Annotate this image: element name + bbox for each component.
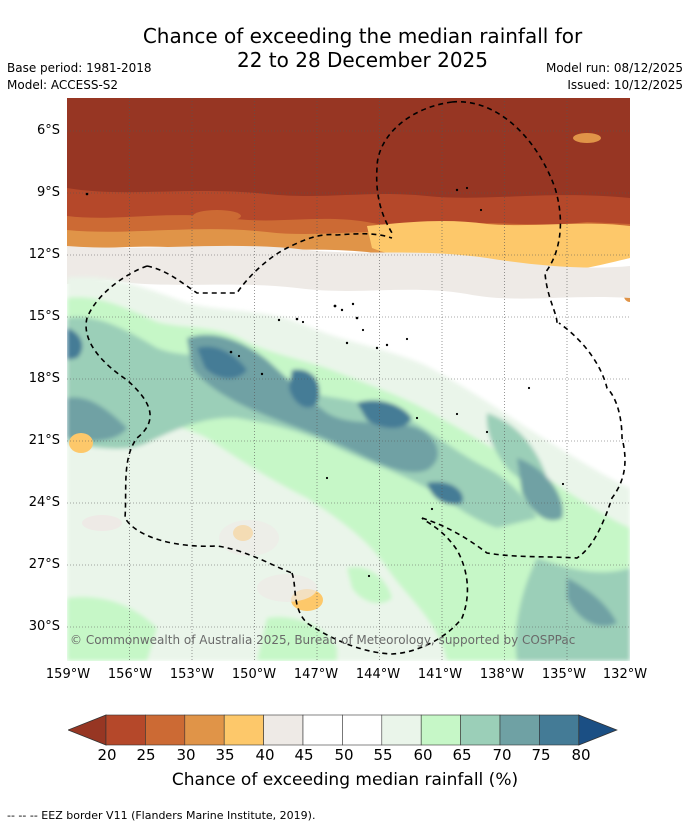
colorbar-segment bbox=[499, 714, 540, 746]
lon-label-150w: 150°W bbox=[231, 667, 277, 682]
dry-spots bbox=[69, 433, 323, 611]
lon-label-156w: 156°W bbox=[107, 667, 153, 682]
colorbar-label: Chance of exceeding median rainfall (%) bbox=[171, 770, 519, 790]
graticule bbox=[67, 98, 630, 661]
colorbar-tick: 75 bbox=[531, 746, 551, 764]
colorbar-tick: 70 bbox=[492, 746, 512, 764]
colorbar-segment bbox=[184, 714, 225, 746]
lat-label-24s: 24°S bbox=[28, 495, 60, 510]
lon-label-147w: 147°W bbox=[293, 667, 339, 682]
lon-label-144w: 144°W bbox=[355, 667, 401, 682]
lat-label-12s: 12°S bbox=[28, 247, 60, 262]
colorbar-tick: 50 bbox=[334, 746, 354, 764]
lon-label-153w: 153°W bbox=[169, 667, 215, 682]
map-title: Chance of exceeding the median rainfall … bbox=[0, 24, 690, 72]
colorbar-extend-low bbox=[68, 714, 107, 746]
dry-band bbox=[67, 98, 630, 302]
colorbar-segment bbox=[460, 714, 501, 746]
lon-label-159w: 159°W bbox=[45, 667, 91, 682]
issued-date: Issued: 10/12/2025 bbox=[567, 78, 683, 92]
lat-label-27s: 27°S bbox=[28, 557, 60, 572]
colorbar-tick: 20 bbox=[97, 746, 117, 764]
colorbar-segment bbox=[263, 714, 304, 746]
colorbar-segment bbox=[342, 714, 383, 746]
colorbar-segment bbox=[381, 714, 422, 746]
colorbar-tick: 65 bbox=[452, 746, 472, 764]
colorbar-tick: 30 bbox=[176, 746, 196, 764]
copyright-notice: © Commonwealth of Australia 2025, Bureau… bbox=[70, 633, 576, 647]
lat-label-18s: 18°S bbox=[28, 371, 60, 386]
colorbar-segment bbox=[302, 714, 343, 746]
colorbar-tick: 80 bbox=[571, 746, 591, 764]
colorbar bbox=[68, 714, 618, 746]
lat-label-15s: 15°S bbox=[28, 309, 60, 324]
lon-label-135w: 135°W bbox=[541, 667, 587, 682]
model-name: Model: ACCESS-S2 bbox=[7, 78, 119, 92]
colorbar-segment bbox=[539, 714, 580, 746]
wet-regions bbox=[67, 277, 630, 661]
colorbar-tick: 55 bbox=[373, 746, 393, 764]
eez-borders bbox=[85, 101, 626, 655]
grey-band bbox=[67, 245, 630, 299]
title-line-1: Chance of exceeding the median rainfall … bbox=[142, 24, 583, 48]
colorbar-segment bbox=[420, 714, 461, 746]
colorbar-tick: 45 bbox=[294, 746, 314, 764]
lat-label-9s: 9°S bbox=[36, 185, 60, 200]
lat-label-6s: 6°S bbox=[36, 123, 60, 138]
colorbar-segment bbox=[145, 714, 186, 746]
lon-label-132w: 132°W bbox=[602, 667, 648, 682]
eez-legend-note: -- -- -- EEZ border V11 (Flanders Marine… bbox=[7, 809, 316, 822]
colorbar-tick: 60 bbox=[413, 746, 433, 764]
rainfall-map bbox=[67, 98, 630, 661]
islands bbox=[85, 186, 565, 578]
colorbar-tick: 35 bbox=[215, 746, 235, 764]
map-svg bbox=[67, 98, 630, 661]
meta-left: Base period: 1981-2018 Model: ACCESS-S2 bbox=[7, 60, 152, 94]
lon-label-141w: 141°W bbox=[417, 667, 463, 682]
meta-right: Model run: 08/12/2025 Issued: 10/12/2025 bbox=[546, 60, 683, 94]
base-period: Base period: 1981-2018 bbox=[7, 61, 152, 75]
colorbar-extend-high bbox=[578, 714, 618, 746]
colorbar-tick: 25 bbox=[136, 746, 156, 764]
model-run: Model run: 08/12/2025 bbox=[545, 61, 683, 75]
lat-label-21s: 21°S bbox=[28, 433, 60, 448]
colorbar-segment bbox=[105, 714, 146, 746]
lon-label-138w: 138°W bbox=[479, 667, 525, 682]
colorbar-segment bbox=[223, 714, 264, 746]
title-line-2: 22 to 28 December 2025 bbox=[236, 48, 488, 72]
colorbar-tick: 40 bbox=[255, 746, 275, 764]
lat-label-30s: 30°S bbox=[28, 619, 60, 634]
